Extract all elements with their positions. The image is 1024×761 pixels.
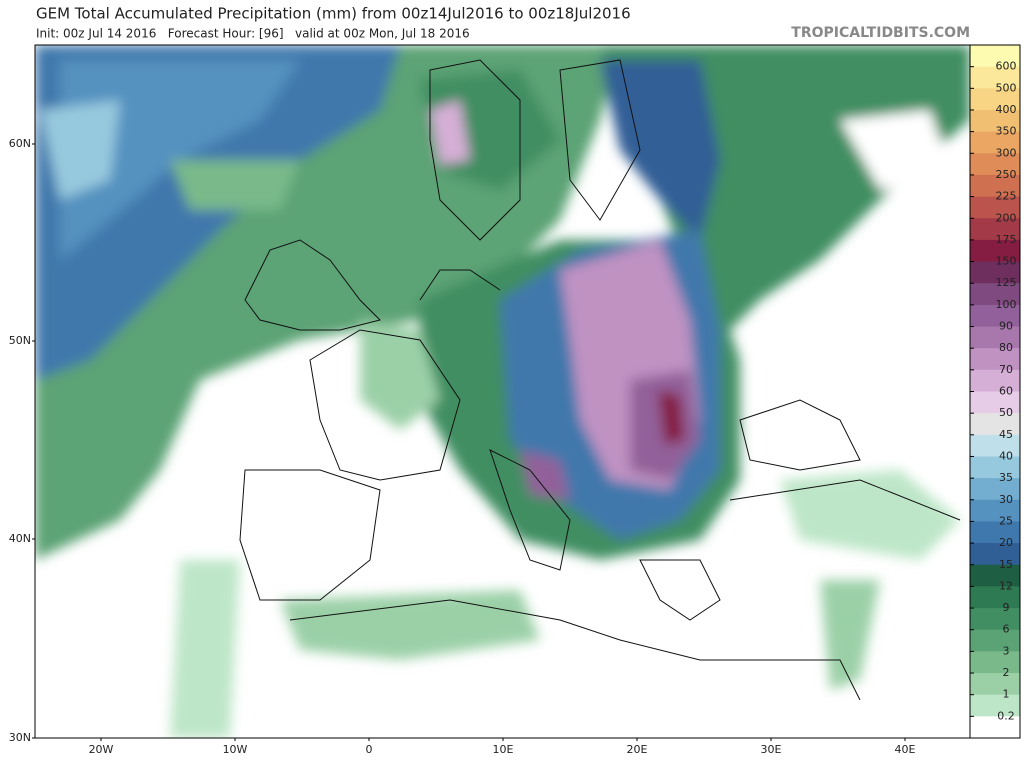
lon-label: 10W	[223, 743, 248, 756]
colorbar-label: 150	[996, 255, 1017, 268]
colorbar-swatch	[970, 673, 1020, 696]
colorbar-swatch	[970, 543, 1020, 566]
coastlines	[239, 59, 961, 701]
colorbar-label: 500	[996, 81, 1017, 94]
colorbar-swatch	[970, 239, 1020, 263]
colorbar-swatch	[970, 174, 1020, 198]
colorbar-swatch	[970, 413, 1020, 436]
colorbar-label: 40	[999, 449, 1013, 462]
colorbar-swatch	[970, 499, 1020, 522]
colorbar-swatch	[970, 716, 1020, 739]
colorbar-label: 70	[999, 363, 1013, 376]
colorbar-swatch	[970, 369, 1020, 392]
colorbar-swatch	[970, 261, 1020, 284]
lat-label: 60N	[9, 137, 31, 150]
colorbar-label: 1	[1003, 688, 1010, 701]
colorbar-swatch	[970, 608, 1020, 631]
colorbar-label: 2	[1003, 666, 1010, 679]
colorbar-label: 400	[996, 103, 1017, 116]
colorbar-label: 20	[999, 536, 1013, 549]
colorbar-swatch	[970, 66, 1020, 89]
colorbar-label: 12	[999, 579, 1013, 592]
colorbar-swatch	[970, 391, 1020, 414]
lat-label: 50N	[9, 334, 31, 347]
lon-label: 0	[366, 743, 373, 756]
colorbar-label: 3	[1003, 644, 1010, 657]
colorbar-label: 250	[996, 168, 1017, 181]
colorbar-swatch	[970, 109, 1020, 133]
colorbar-swatch	[970, 304, 1020, 328]
colorbar-label: 0.2	[997, 709, 1015, 722]
colorbar-label: 35	[999, 471, 1013, 484]
lon-label: 30E	[761, 743, 782, 756]
colorbar-swatch	[970, 629, 1020, 652]
colorbar-label: 15	[999, 558, 1013, 571]
subtitle: Init: 00z Jul 14 2016 Forecast Hour: [96…	[36, 27, 470, 41]
colorbar-label: 100	[996, 298, 1017, 311]
colorbar-label: 90	[999, 320, 1013, 333]
colorbar-label: 60	[999, 385, 1013, 398]
colorbar-swatch	[970, 456, 1020, 479]
colorbar-swatch	[970, 45, 1020, 68]
colorbar-swatch	[970, 348, 1020, 371]
lon-label: 40E	[895, 743, 916, 756]
colorbar-swatch	[970, 478, 1020, 501]
colorbar-swatch	[970, 283, 1020, 306]
colorbar-label: 30	[999, 493, 1013, 506]
precip-field	[35, 45, 970, 738]
colorbar-label: 50	[999, 406, 1013, 419]
colorbar-swatch	[970, 88, 1020, 111]
colorbar-swatch	[970, 196, 1020, 219]
source: TROPICALTIDBITS.COM	[791, 25, 970, 41]
colorbar-swatch	[970, 586, 1020, 609]
colorbar-label: 80	[999, 341, 1013, 354]
colorbar-swatch	[970, 651, 1020, 674]
colorbar-swatch	[970, 564, 1020, 587]
colorbar-swatch	[970, 153, 1020, 176]
colorbar-swatch	[970, 521, 1020, 544]
colorbar-label: 175	[996, 233, 1017, 246]
colorbar-label: 9	[1003, 601, 1010, 614]
colorbar-label: 25	[999, 514, 1013, 527]
colorbar-label: 225	[996, 190, 1017, 203]
colorbar-swatch	[970, 694, 1020, 717]
colorbar-label: 45	[999, 428, 1013, 441]
lon-label: 20E	[627, 743, 648, 756]
colorbar: 6005004003503002502252001751501251009080…	[969, 44, 1021, 739]
colorbar-swatch	[970, 131, 1020, 154]
colorbar-label: 600	[996, 60, 1017, 73]
colorbar-label: 6	[1003, 623, 1010, 636]
colorbar-label: 300	[996, 146, 1017, 159]
title: GEM Total Accumulated Precipitation (mm)…	[36, 5, 631, 23]
lat-label: 40N	[9, 532, 31, 545]
colorbar-label: 125	[996, 276, 1017, 289]
lon-label: 20W	[89, 743, 114, 756]
colorbar-swatch	[970, 218, 1020, 241]
colorbar-label: 350	[996, 125, 1017, 138]
lat-label: 30N	[9, 731, 31, 744]
lon-label: 10E	[493, 743, 514, 756]
colorbar-label: 200	[996, 211, 1017, 224]
colorbar-swatch	[970, 326, 1020, 349]
colorbar-swatch	[970, 434, 1020, 457]
